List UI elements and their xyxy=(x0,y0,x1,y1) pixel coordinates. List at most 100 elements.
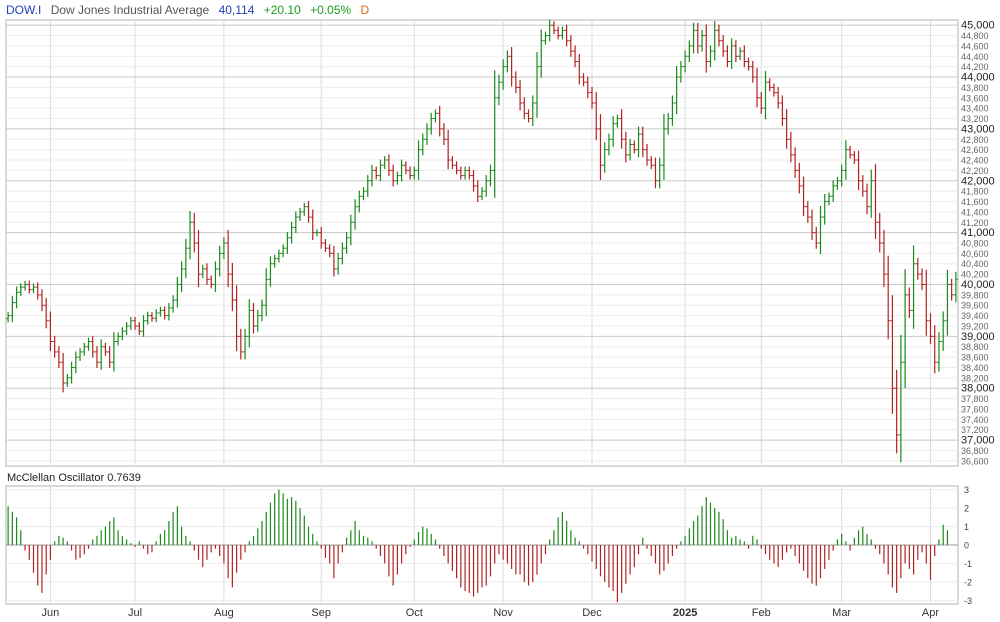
price-bar xyxy=(441,123,446,145)
price-bar xyxy=(678,60,683,83)
price-bars xyxy=(6,19,958,463)
price-axis-tick-label: 36,800 xyxy=(961,446,989,456)
price-bar xyxy=(941,311,946,351)
price-bar xyxy=(564,24,569,47)
price-bar xyxy=(369,164,374,187)
price-bar xyxy=(526,109,531,123)
price-bar xyxy=(505,50,510,73)
price-axis-tick-label: 39,600 xyxy=(961,301,989,311)
price-bar xyxy=(319,226,324,249)
price-axis-tick-label: 42,600 xyxy=(961,145,989,155)
price-bar xyxy=(484,175,489,197)
x-axis-tick-label: Oct xyxy=(406,607,423,619)
price-bar xyxy=(251,302,256,334)
price-bar xyxy=(111,332,116,372)
price-bar xyxy=(86,337,91,351)
price-bar xyxy=(873,164,878,239)
price-bar xyxy=(810,209,815,241)
price-bar xyxy=(573,45,578,68)
symbol-label[interactable]: DOW.I xyxy=(6,3,42,17)
price-bar xyxy=(742,45,747,68)
price-bar xyxy=(293,211,298,234)
price-bar xyxy=(52,335,57,358)
price-bar xyxy=(10,296,15,323)
x-axis-tick-label: Nov xyxy=(493,607,513,619)
price-bar xyxy=(166,303,171,321)
price-axis-tick-label: 40,800 xyxy=(961,239,989,249)
price-bar xyxy=(712,21,717,61)
price-bar xyxy=(382,156,387,170)
price-bar xyxy=(31,283,36,294)
price-bar xyxy=(471,169,476,192)
price-bar xyxy=(306,200,311,223)
price-bar xyxy=(801,176,806,217)
price-axis-tick-label: 37,800 xyxy=(961,394,989,404)
price-bar xyxy=(204,263,209,286)
price-axis-tick-label: 43,200 xyxy=(961,114,989,124)
price-bar xyxy=(518,79,523,111)
price-axis-tick-label: 42,000 xyxy=(961,175,995,187)
price-axis-tick-label: 41,000 xyxy=(961,227,995,239)
price-bar xyxy=(907,287,912,318)
price-bar xyxy=(454,161,459,175)
price-bar xyxy=(725,45,730,68)
price-axis-tick-label: 44,000 xyxy=(961,72,995,84)
price-bar xyxy=(289,221,294,244)
price-axis-tick-label: 39,200 xyxy=(961,321,989,331)
price-bar xyxy=(547,19,552,42)
price-bar xyxy=(894,369,899,454)
price-bar xyxy=(763,71,768,120)
price-bar xyxy=(860,175,865,197)
price-axis-tick-label: 42,800 xyxy=(961,135,989,145)
price-bar xyxy=(61,352,66,393)
price-bar xyxy=(598,114,603,180)
price-bar xyxy=(149,312,154,322)
price-bar xyxy=(340,242,345,265)
price-bar xyxy=(272,254,277,268)
price-bar xyxy=(771,83,776,97)
price-bar xyxy=(424,123,429,145)
price-bar xyxy=(729,38,734,70)
price-bar xyxy=(395,171,400,185)
price-bar xyxy=(162,306,167,320)
price-bar xyxy=(560,26,565,40)
price-axis-tick-label: 42,400 xyxy=(961,156,989,166)
price-bar xyxy=(221,237,226,260)
price-bar xyxy=(877,212,882,253)
price-bar xyxy=(606,133,611,156)
price-axis-tick-label: 38,200 xyxy=(961,373,989,383)
price-bar xyxy=(344,232,349,254)
price-bar xyxy=(797,162,802,194)
price-bar xyxy=(281,244,286,258)
price-axis-tick-label: 44,400 xyxy=(961,52,989,62)
price-bar xyxy=(90,335,95,358)
price-axis-tick-label: 41,600 xyxy=(961,197,989,207)
price-bar xyxy=(158,306,163,317)
price-bar xyxy=(915,258,920,280)
price-bar xyxy=(183,238,188,279)
price-bar xyxy=(932,325,937,374)
price-bar xyxy=(886,255,891,340)
x-axis-tick-label: 2025 xyxy=(673,607,697,619)
x-axis-tick-label: Dec xyxy=(582,607,602,619)
price-bar xyxy=(509,46,514,87)
price-axis-tick-label: 43,400 xyxy=(961,104,989,114)
price-axis-tick-label: 39,800 xyxy=(961,290,989,300)
price-bar xyxy=(881,230,886,288)
price-bar xyxy=(822,193,827,225)
price-bar xyxy=(636,126,641,158)
price-bar xyxy=(133,316,138,330)
price-bar xyxy=(611,116,616,147)
price-bar xyxy=(738,47,743,61)
price-change: +20.10 xyxy=(263,3,301,17)
price-bar xyxy=(522,97,527,120)
price-axis-tick-label: 37,400 xyxy=(961,415,989,425)
price-axis-tick-label: 39,400 xyxy=(961,311,989,321)
price-bar xyxy=(103,342,108,356)
x-axis-tick-label: Mar xyxy=(832,607,851,619)
price-bar xyxy=(403,161,408,175)
period-selector[interactable]: D xyxy=(360,3,370,17)
price-axis-tick-label: 45,000 xyxy=(961,20,995,32)
price-bar xyxy=(255,309,260,332)
price-bar xyxy=(577,53,582,85)
